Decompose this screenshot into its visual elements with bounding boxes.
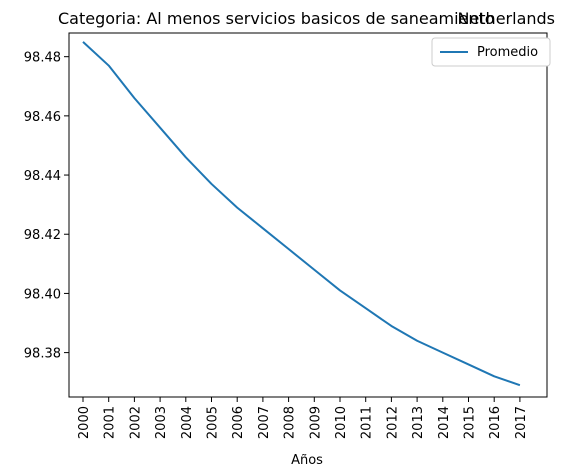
x-tick-label: 2008 <box>283 406 298 439</box>
x-tick-label: 2005 <box>206 406 221 439</box>
legend-box <box>431 37 551 67</box>
x-tick-label: 2016 <box>488 406 503 439</box>
y-tick-label: 98.40 <box>24 287 61 302</box>
legend-label: Promedio <box>477 45 538 60</box>
y-tick-label: 98.42 <box>24 228 61 243</box>
x-axis-label: Años <box>291 453 323 468</box>
x-tick-label: 2000 <box>77 406 92 439</box>
x-axis: 2000 2001 2002 2003 2004 2005 2006 2007 2008 2009… <box>77 397 529 439</box>
chart-title-right: Netherlands <box>457 9 555 28</box>
y-tick-label: 98.46 <box>24 110 61 125</box>
series-layer <box>82 41 521 387</box>
x-tick-label: 2006 <box>231 406 246 439</box>
x-tick-label: 2015 <box>463 406 478 439</box>
x-tick-label: 2007 <box>257 406 272 439</box>
x-tick-label: 2011 <box>360 406 375 439</box>
plot-frame <box>68 32 548 398</box>
x-tick-label: 2017 <box>514 406 529 439</box>
legend: Promedio <box>431 37 551 67</box>
x-tick-label: 2012 <box>385 406 400 439</box>
x-tick-label: 2014 <box>437 406 452 439</box>
x-tick-label: 2009 <box>308 406 323 439</box>
x-tick-label: 2010 <box>334 406 349 439</box>
y-tick-label: 98.44 <box>24 169 61 184</box>
x-tick-label: 2013 <box>411 406 426 439</box>
x-tick-label: 2004 <box>180 406 195 439</box>
y-axis: 98.38 98.40 98.42 98.44 98.46 98.48 <box>24 51 69 362</box>
x-tick-label: 2001 <box>103 406 118 439</box>
y-tick-label: 98.48 <box>24 51 61 66</box>
chart-title: Categoria: Al menos servicios basicos de… <box>58 9 495 28</box>
x-tick-label: 2003 <box>154 406 169 439</box>
series-line-0 <box>82 41 521 387</box>
y-tick-label: 98.38 <box>24 347 61 362</box>
x-tick-label: 2002 <box>128 406 143 439</box>
